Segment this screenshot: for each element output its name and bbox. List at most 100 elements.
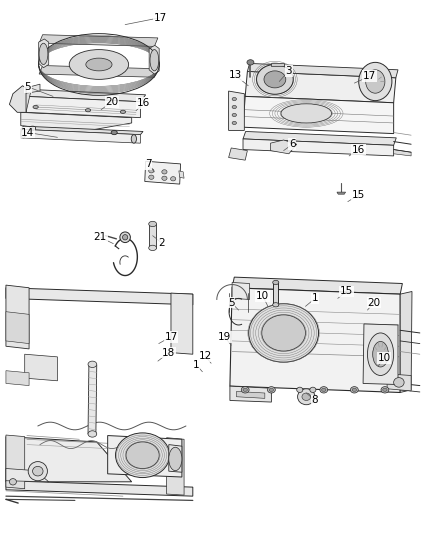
Ellipse shape bbox=[232, 106, 237, 109]
Polygon shape bbox=[166, 438, 184, 495]
Ellipse shape bbox=[268, 386, 276, 393]
Polygon shape bbox=[21, 130, 141, 143]
Ellipse shape bbox=[297, 387, 303, 392]
Polygon shape bbox=[243, 132, 396, 146]
Ellipse shape bbox=[149, 245, 156, 251]
Text: 10: 10 bbox=[256, 290, 269, 301]
Polygon shape bbox=[6, 435, 25, 489]
Ellipse shape bbox=[162, 169, 167, 174]
Ellipse shape bbox=[394, 377, 404, 387]
Polygon shape bbox=[26, 96, 141, 118]
Text: 12: 12 bbox=[198, 351, 212, 361]
Polygon shape bbox=[6, 312, 29, 344]
Polygon shape bbox=[387, 374, 411, 391]
Text: 17: 17 bbox=[363, 71, 376, 81]
Text: 1: 1 bbox=[193, 360, 200, 370]
Ellipse shape bbox=[302, 393, 311, 400]
Polygon shape bbox=[271, 63, 285, 66]
Polygon shape bbox=[6, 481, 193, 496]
Polygon shape bbox=[39, 66, 158, 77]
Ellipse shape bbox=[273, 303, 279, 307]
Ellipse shape bbox=[29, 126, 35, 131]
Ellipse shape bbox=[249, 304, 318, 362]
Ellipse shape bbox=[269, 388, 274, 391]
Ellipse shape bbox=[170, 176, 176, 181]
Polygon shape bbox=[230, 386, 272, 402]
Polygon shape bbox=[337, 192, 346, 194]
Polygon shape bbox=[245, 71, 396, 103]
Polygon shape bbox=[10, 86, 26, 112]
Polygon shape bbox=[179, 171, 184, 178]
Ellipse shape bbox=[273, 280, 279, 285]
Ellipse shape bbox=[85, 109, 91, 112]
Polygon shape bbox=[6, 285, 29, 349]
Ellipse shape bbox=[149, 221, 156, 227]
Polygon shape bbox=[232, 277, 403, 294]
Ellipse shape bbox=[352, 388, 357, 391]
Ellipse shape bbox=[150, 50, 159, 71]
Polygon shape bbox=[21, 112, 132, 133]
Ellipse shape bbox=[247, 60, 254, 65]
Ellipse shape bbox=[367, 333, 394, 375]
Text: 18: 18 bbox=[162, 348, 175, 358]
Ellipse shape bbox=[126, 442, 159, 469]
Ellipse shape bbox=[257, 64, 293, 94]
Ellipse shape bbox=[321, 388, 326, 391]
Ellipse shape bbox=[162, 176, 167, 180]
Text: 1: 1 bbox=[312, 293, 318, 303]
Polygon shape bbox=[271, 140, 297, 154]
Text: 3: 3 bbox=[286, 66, 292, 76]
Text: 17: 17 bbox=[164, 332, 177, 342]
Text: 6: 6 bbox=[289, 139, 296, 149]
Ellipse shape bbox=[297, 389, 315, 405]
Polygon shape bbox=[25, 354, 57, 381]
Polygon shape bbox=[6, 469, 49, 482]
Ellipse shape bbox=[232, 98, 237, 101]
Ellipse shape bbox=[232, 122, 237, 125]
Polygon shape bbox=[273, 282, 279, 305]
Text: 5: 5 bbox=[228, 297, 234, 308]
Ellipse shape bbox=[264, 71, 286, 88]
Polygon shape bbox=[6, 370, 29, 385]
Polygon shape bbox=[363, 324, 398, 384]
Ellipse shape bbox=[169, 447, 182, 471]
Text: 2: 2 bbox=[158, 238, 165, 247]
Ellipse shape bbox=[88, 361, 97, 368]
Ellipse shape bbox=[120, 110, 126, 114]
Ellipse shape bbox=[373, 342, 389, 367]
Polygon shape bbox=[243, 96, 394, 134]
Ellipse shape bbox=[320, 386, 328, 393]
Ellipse shape bbox=[310, 387, 316, 392]
Ellipse shape bbox=[149, 175, 154, 179]
Ellipse shape bbox=[359, 62, 392, 101]
Text: 19: 19 bbox=[218, 332, 231, 342]
Ellipse shape bbox=[88, 431, 97, 437]
Ellipse shape bbox=[116, 433, 170, 478]
Polygon shape bbox=[21, 126, 143, 135]
Polygon shape bbox=[229, 148, 247, 160]
Text: 7: 7 bbox=[145, 159, 152, 169]
Text: 13: 13 bbox=[229, 70, 242, 80]
Text: 17: 17 bbox=[153, 13, 167, 23]
Ellipse shape bbox=[33, 106, 38, 109]
Polygon shape bbox=[232, 282, 250, 300]
Text: 5: 5 bbox=[25, 82, 31, 92]
Polygon shape bbox=[26, 90, 146, 102]
Ellipse shape bbox=[366, 70, 385, 93]
Ellipse shape bbox=[86, 58, 112, 71]
Ellipse shape bbox=[149, 168, 154, 173]
Polygon shape bbox=[247, 63, 398, 78]
Polygon shape bbox=[21, 90, 31, 112]
Polygon shape bbox=[400, 292, 412, 392]
Polygon shape bbox=[171, 293, 193, 354]
Polygon shape bbox=[88, 365, 97, 434]
Text: 14: 14 bbox=[21, 127, 35, 138]
Polygon shape bbox=[394, 150, 411, 156]
Polygon shape bbox=[6, 288, 193, 305]
Ellipse shape bbox=[262, 315, 305, 351]
Text: 10: 10 bbox=[378, 353, 391, 363]
Polygon shape bbox=[149, 224, 156, 248]
Polygon shape bbox=[39, 39, 49, 68]
Polygon shape bbox=[229, 91, 244, 131]
Text: 20: 20 bbox=[106, 96, 119, 107]
